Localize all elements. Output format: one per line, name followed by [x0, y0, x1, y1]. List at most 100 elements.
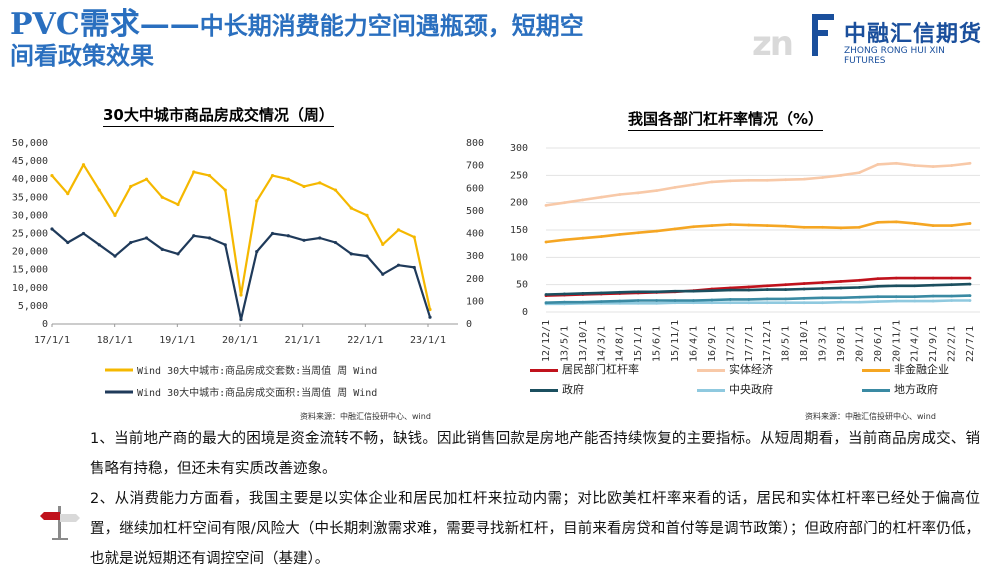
right-legend-item-1: 居民部门杠杆率	[530, 361, 639, 377]
right-y-tick-label: 100	[510, 252, 528, 263]
left-series-1-point	[192, 170, 196, 174]
right-series-6-point	[876, 295, 880, 299]
right-y-tick-label: 800	[466, 138, 484, 149]
right-series-6-point	[894, 295, 898, 299]
right-series-6-point	[765, 297, 769, 301]
right-y-tick-label: 0	[466, 319, 472, 330]
left-series-2-point	[144, 236, 149, 240]
right-series-4-point	[692, 289, 695, 293]
right-legend-label: 非金融企业	[894, 363, 949, 376]
right-series-2-point	[968, 161, 972, 165]
logo-company-en: ZHONG RONG HUI XIN FUTURES	[844, 46, 945, 66]
left-y-tick-label: 30,000	[12, 210, 48, 221]
right-series-1-point	[931, 276, 935, 280]
right-x-tick-label: 15/11/1	[670, 320, 681, 362]
left-series-1-point	[239, 293, 243, 297]
right-series-4-point	[839, 286, 843, 290]
right-series-3-point	[618, 232, 622, 236]
left-x-tick-label: 21/1/1	[285, 335, 321, 346]
right-series-6-point	[857, 295, 861, 299]
right-series-1-point	[894, 276, 898, 280]
left-series-2-point	[428, 315, 432, 319]
right-series-1-point	[802, 282, 806, 285]
left-series-line-1	[51, 163, 432, 310]
right-series-4-point	[728, 288, 732, 292]
right-series-3-point	[876, 220, 880, 224]
right-series-3-point	[655, 229, 659, 233]
right-series-line-4	[545, 282, 971, 296]
right-x-tick-label: 22/2/1	[947, 326, 958, 362]
left-series-2-point	[81, 231, 86, 236]
left-series-1-point	[270, 173, 275, 178]
right-series-6-point	[728, 298, 732, 301]
right-series-2-point	[581, 198, 585, 202]
right-legend-label: 居民部门杠杆率	[562, 363, 639, 376]
right-series-line-3	[545, 220, 971, 244]
right-series-6-point	[784, 297, 788, 301]
left-series-1-point	[223, 188, 227, 192]
body-text: 1、当前地产商的最大的困境是资金流转不畅，缺钱。因此销售回款是房地产能否持续恢复…	[90, 424, 980, 574]
left-series-1-point	[50, 173, 54, 178]
right-x-tick-label: 22/7/1	[965, 326, 976, 362]
right-x-tick-label: 19/3/1	[818, 326, 829, 362]
right-series-3-point	[784, 224, 788, 228]
right-series-5-point	[931, 299, 935, 303]
right-y-tick-label: 500	[466, 206, 484, 217]
left-series-2-point	[365, 254, 369, 258]
left-y-tick-label: 5,000	[18, 301, 48, 312]
left-series-2-point	[381, 272, 385, 276]
right-series-1-point	[839, 279, 843, 283]
left-series-2-point	[50, 227, 54, 231]
right-series-5-point	[710, 301, 714, 305]
right-series-2-point	[563, 201, 566, 205]
right-y-tick-label: 600	[466, 183, 484, 194]
left-legend-label-1: Wind 30大中城市:商品房成交套数:当周值 周 Wind	[137, 364, 377, 377]
left-series-2-point	[97, 243, 101, 247]
right-series-3-point	[857, 225, 861, 229]
right-x-tick-label: 17/2/1	[725, 326, 736, 362]
left-series-1-point	[428, 307, 432, 312]
left-series-2-point	[223, 243, 227, 247]
right-series-3-point	[821, 225, 824, 229]
left-series-2-point	[270, 231, 275, 236]
right-series-3-point	[710, 224, 714, 228]
right-y-tick-label: 100	[466, 296, 484, 307]
left-series-2-point	[412, 265, 416, 270]
left-series-1-point	[207, 173, 212, 178]
signpost-icon	[38, 500, 82, 540]
right-series-4-point	[857, 286, 861, 289]
right-y-tick-label: 250	[510, 170, 528, 181]
right-series-2-point	[728, 179, 732, 183]
right-series-5-point	[765, 301, 769, 305]
company-logo: zn 中融汇信期货 ZHONG RONG HUI XIN FUTURES	[752, 10, 982, 70]
right-x-tick-label: 16/4/1	[688, 326, 699, 362]
right-legend-swatch	[697, 388, 725, 392]
right-legend-swatch	[530, 368, 558, 372]
right-x-tick-label: 21/4/1	[910, 326, 921, 362]
right-series-3-point	[692, 225, 695, 229]
left-y-tick-label: 15,000	[12, 265, 48, 276]
right-series-5-point	[692, 301, 695, 305]
left-x-tick-label: 22/1/1	[347, 335, 383, 346]
right-x-tick-label: 17/7/1	[744, 326, 755, 362]
right-series-2-point	[913, 164, 917, 167]
left-x-tick-label: 19/1/1	[159, 335, 195, 346]
right-y-tick-label: 0	[522, 307, 528, 318]
paragraph-1: 1、当前地产商的最大的困境是资金流转不畅，缺钱。因此销售回款是房地产能否持续恢复…	[90, 431, 980, 477]
left-series-2-point	[349, 252, 353, 256]
right-series-4-point	[710, 289, 714, 293]
left-y-tick-label: 10,000	[12, 283, 48, 294]
right-series-5-point	[894, 299, 898, 303]
left-chart: 0 5,000 10,000 15,000 20,000 25,000 30,000 35,0…	[12, 138, 484, 399]
right-y-tick-label: 200	[510, 198, 528, 209]
right-series-3-point	[581, 236, 585, 240]
logo-company-cn: 中融汇信期货	[844, 22, 983, 47]
right-y-tick-label: 200	[466, 274, 484, 285]
right-legend-label: 地方政府	[894, 383, 938, 396]
right-series-6-point	[655, 299, 659, 302]
left-y-tick-label: 20,000	[12, 247, 48, 258]
right-x-tick-label: 17/12/1	[762, 320, 773, 362]
right-chart: 0 50 100 150 200 250 300 12/12/1 13/5/1 13/10/1 1…	[510, 143, 980, 362]
right-series-4-point	[784, 288, 788, 291]
right-x-tick-label: 16/9/1	[707, 326, 718, 362]
